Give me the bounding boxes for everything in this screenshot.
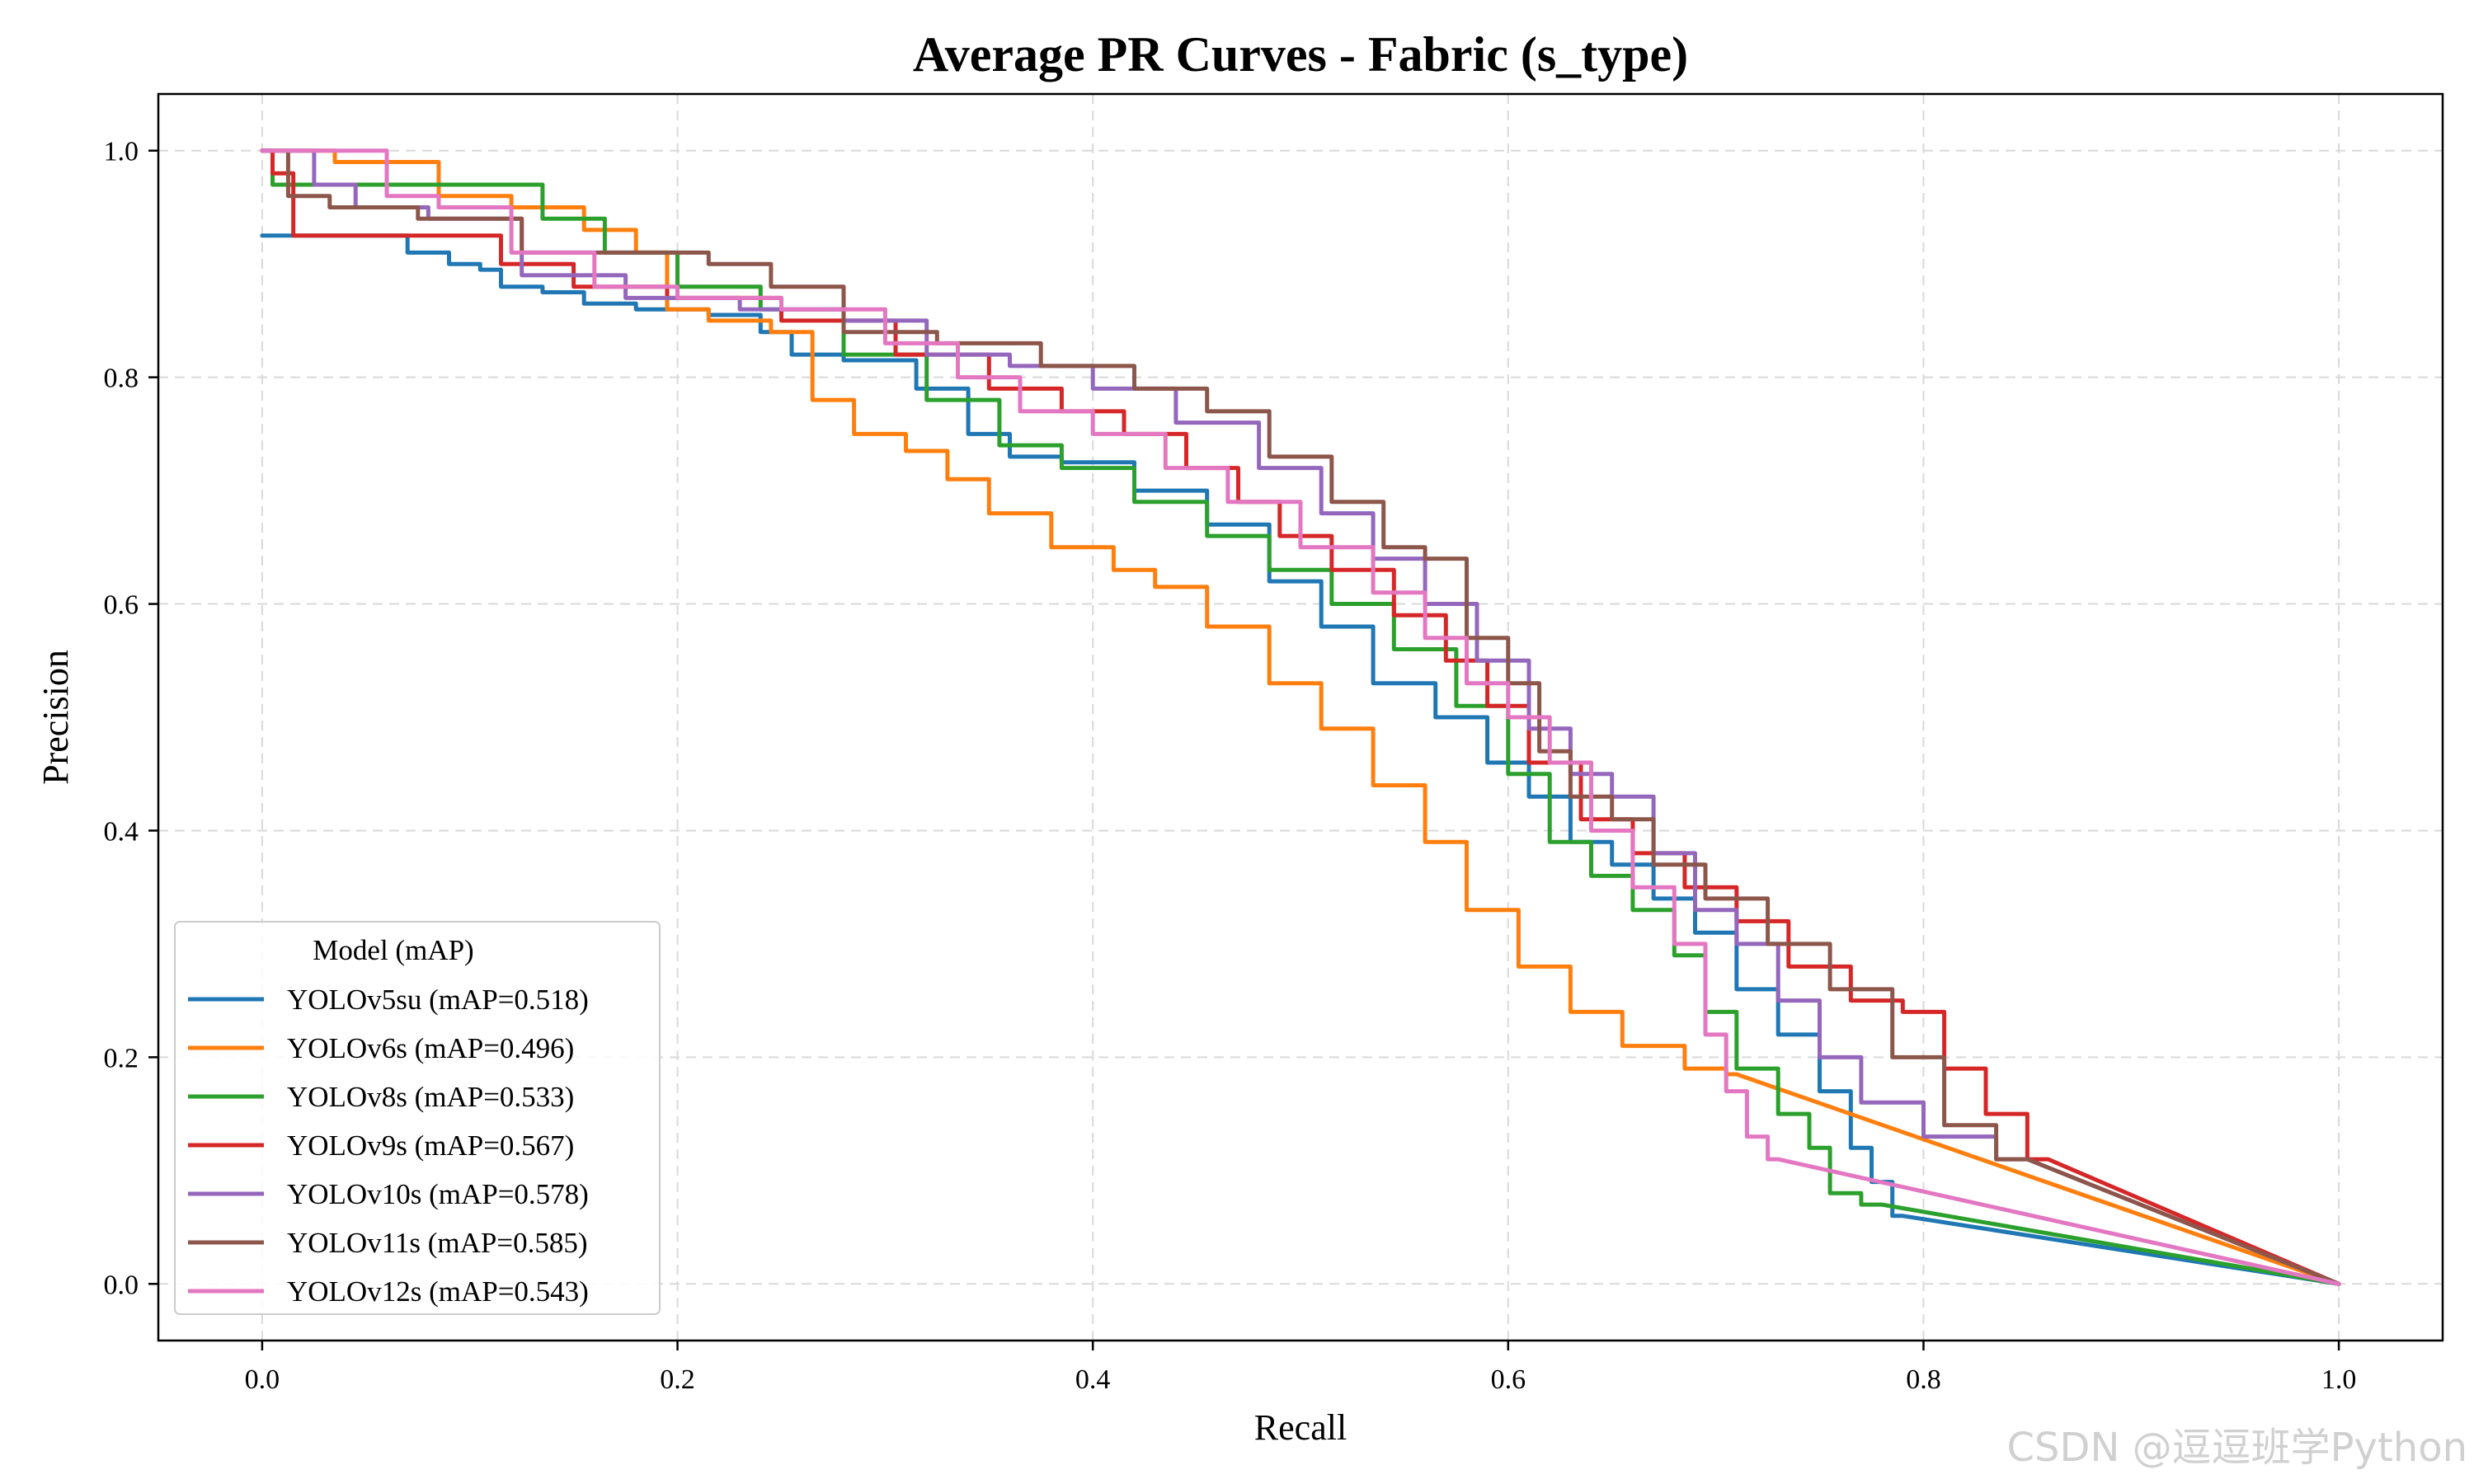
x-axis-label: Recall — [1254, 1407, 1347, 1448]
series-line-4 — [260, 148, 2341, 1286]
grid — [158, 94, 2443, 1341]
legend-item: YOLOv11s (mAP=0.585) — [188, 1227, 588, 1259]
x-tick-label: 0.4 — [1075, 1364, 1111, 1395]
legend-item: YOLOv8s (mAP=0.533) — [188, 1081, 574, 1113]
legend-label: YOLOv6s (mAP=0.496) — [287, 1032, 574, 1064]
x-tick-label: 0.6 — [1491, 1364, 1526, 1395]
y-tick-label: 0.6 — [104, 590, 139, 621]
x-tick-label: 0.2 — [660, 1364, 695, 1395]
legend: Model (mAP) YOLOv5su (mAP=0.518) YOLOv6s … — [174, 921, 661, 1315]
y-axis-label: Precision — [35, 650, 76, 785]
y-tick-label: 0.2 — [104, 1043, 139, 1073]
series-line-6 — [260, 148, 2341, 1286]
legend-item: YOLOv12s (mAP=0.543) — [188, 1275, 589, 1308]
legend-label: YOLOv9s (mAP=0.567) — [287, 1129, 574, 1162]
plot-frame — [157, 92, 2444, 1342]
legend-box — [174, 921, 661, 1315]
chart-title: Average PR Curves - Fabric (s_type) — [913, 27, 1688, 82]
legend-item: YOLOv5su (mAP=0.518) — [188, 984, 589, 1016]
legend-item: YOLOv9s (mAP=0.567) — [188, 1129, 574, 1162]
legend-label: YOLOv8s (mAP=0.533) — [287, 1081, 574, 1113]
legend-label: YOLOv12s (mAP=0.543) — [287, 1275, 589, 1308]
series-line-1 — [260, 148, 2341, 1286]
legend-item: YOLOv10s (mAP=0.578) — [188, 1178, 589, 1210]
legend-items: YOLOv5su (mAP=0.518) YOLOv6s (mAP=0.496) Y… — [188, 984, 589, 1308]
watermark: CSDN @逗逗班学Python — [2007, 1425, 2468, 1471]
x-tick-label: 0.8 — [1906, 1364, 1941, 1395]
legend-label: YOLOv11s (mAP=0.585) — [287, 1227, 588, 1259]
y-tick-label: 0.4 — [104, 816, 139, 847]
series-line-0 — [260, 233, 2341, 1286]
x-axis-ticks: 0.0 0.2 0.4 0.6 0.8 1.0 — [245, 1341, 2357, 1395]
legend-label: YOLOv5su (mAP=0.518) — [287, 984, 589, 1016]
x-tick-label: 1.0 — [2321, 1364, 2357, 1395]
legend-item: YOLOv6s (mAP=0.496) — [188, 1032, 574, 1064]
series-line-2 — [260, 148, 2341, 1286]
legend-label: YOLOv10s (mAP=0.578) — [287, 1178, 589, 1210]
y-tick-label: 1.0 — [104, 137, 139, 167]
plot-area — [260, 148, 2341, 1286]
x-tick-label: 0.0 — [245, 1364, 280, 1395]
legend-title: Model (mAP) — [313, 934, 473, 966]
y-tick-label: 0.0 — [104, 1270, 139, 1300]
y-axis-ticks: 0.0 0.2 0.4 0.6 0.8 1.0 — [104, 137, 158, 1300]
y-tick-label: 0.8 — [104, 364, 139, 394]
